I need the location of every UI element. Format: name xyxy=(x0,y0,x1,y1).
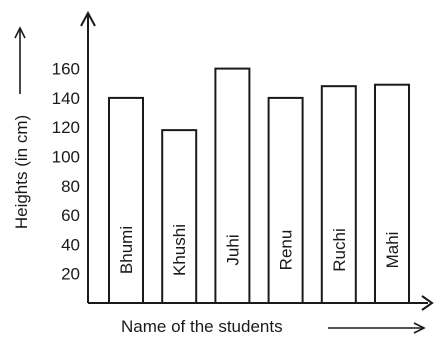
y-tick-labels: 20 40 60 80 100 120 140 160 xyxy=(52,60,80,284)
bar-label: Juhi xyxy=(223,234,242,265)
y-tick-label: 120 xyxy=(52,118,80,137)
bar-label: Khushi xyxy=(170,224,189,276)
bar-label: Ruchi xyxy=(330,228,349,271)
bar xyxy=(161,129,198,304)
y-tick-label: 80 xyxy=(61,177,80,196)
bar-label: Mahi xyxy=(383,232,402,269)
y-tick-label: 60 xyxy=(61,206,80,225)
x-label-arrowhead xyxy=(413,322,426,334)
y-tick-label: 20 xyxy=(61,265,80,284)
bar xyxy=(267,96,304,305)
x-axis-label: Name of the students xyxy=(121,317,283,336)
y-axis-label: Heights (in cm) xyxy=(12,115,31,229)
bar xyxy=(320,85,357,305)
bar-label: Renu xyxy=(277,230,296,271)
y-tick-label: 140 xyxy=(52,89,80,108)
y-label-arrowhead xyxy=(14,26,26,39)
y-tick-label: 40 xyxy=(61,235,80,254)
y-axis-title: Heights (in cm) xyxy=(12,26,31,229)
bar-label: Bhumi xyxy=(117,226,136,274)
bar xyxy=(374,83,410,304)
y-tick-label: 100 xyxy=(52,148,80,167)
x-axis-arrowhead xyxy=(421,295,434,311)
x-axis-title: Name of the students xyxy=(121,317,426,336)
y-axis-arrowhead xyxy=(80,10,96,27)
bar xyxy=(214,67,251,304)
y-tick-label: 160 xyxy=(52,60,80,79)
bars: Bhumi Khushi Juhi Renu Ruchi Mahi xyxy=(108,67,410,305)
bar xyxy=(108,96,144,305)
